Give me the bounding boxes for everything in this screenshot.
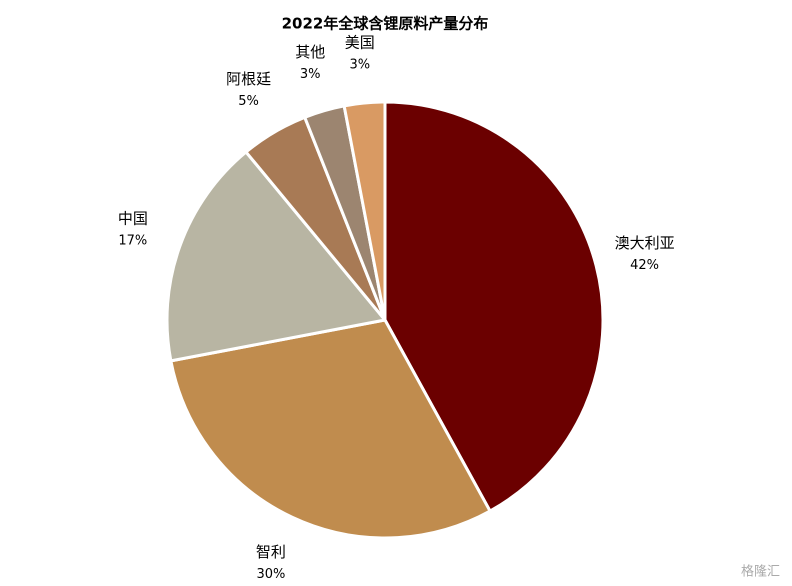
value-label: 30% (256, 567, 285, 582)
slice-label: 阿根廷 (226, 70, 271, 88)
slice-label: 美国 (345, 34, 375, 52)
slice-label: 其他 (295, 43, 325, 61)
slice-label: 智利 (256, 543, 286, 561)
pie-slice (165, 150, 387, 363)
pie-slice (342, 100, 387, 322)
pie-slice (383, 100, 605, 513)
pie-slice (169, 318, 492, 540)
slice-label: 中国 (118, 210, 148, 228)
value-label: 5% (238, 94, 259, 109)
value-label: 42% (630, 258, 659, 273)
chart-title: 2022年全球含锂原料产量分布 (282, 15, 489, 33)
value-label: 3% (349, 58, 370, 73)
slice-label: 澳大利亚 (615, 234, 675, 252)
watermark: 格隆汇 (741, 564, 780, 580)
value-label: 17% (118, 234, 147, 249)
value-label: 3% (300, 67, 321, 82)
